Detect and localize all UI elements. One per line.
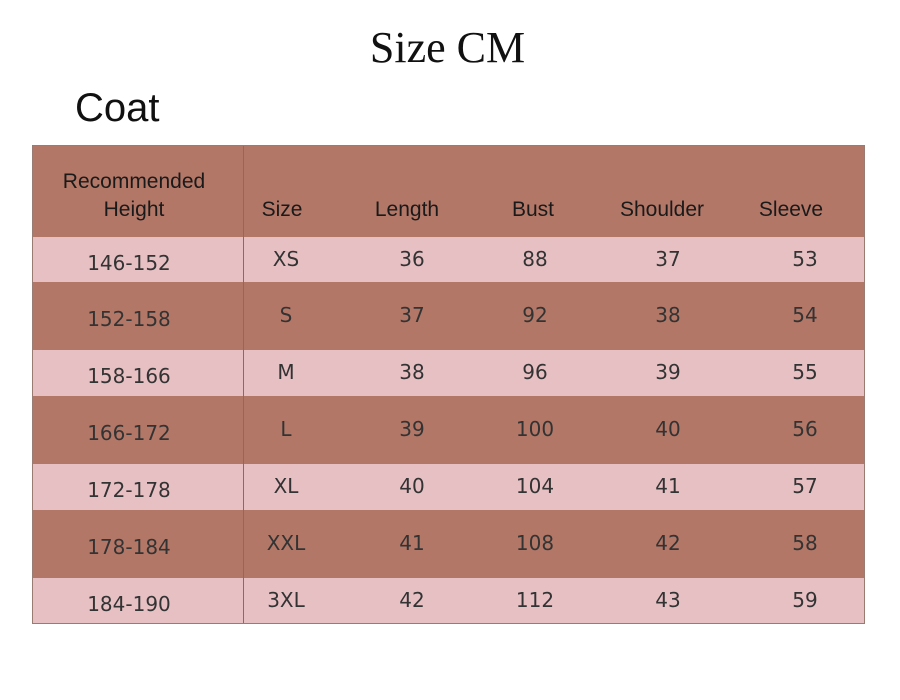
cell-size: XS [272,247,300,271]
cell-bust: 112 [515,588,555,612]
cell-sleeve: 59 [792,588,818,612]
column-divider [243,282,244,350]
column-divider [243,578,244,623]
cell-length: 36 [399,247,425,271]
table-row: 158-166 M 38 96 39 55 [33,350,864,396]
header-bust: Bust [511,198,555,221]
header-height-line2: Height [103,198,165,221]
header-shoulder: Shoulder [619,198,705,221]
cell-bust: 88 [522,247,548,271]
table-row: 146-152 XS 36 88 37 53 [33,237,864,282]
cell-bust: 104 [515,474,555,498]
cell-bust: 100 [515,417,555,441]
size-chart-table: Recommended Height Size Length Bust Shou… [32,145,865,624]
table-header-row: Recommended Height Size Length Bust Shou… [33,146,864,237]
table-row: 166-172 L 39 100 40 56 [33,396,864,464]
cell-length: 38 [399,360,425,384]
cell-height: 152-158 [87,307,171,331]
header-height-line1: Recommended [62,170,206,193]
cell-sleeve: 55 [792,360,818,384]
cell-length: 37 [399,303,425,327]
cell-sleeve: 53 [792,247,818,271]
cell-sleeve: 56 [792,417,818,441]
cell-height: 146-152 [87,251,171,275]
page-title: Size CM [369,23,526,72]
cell-length: 41 [399,531,425,555]
cell-size: S [279,303,293,327]
cell-shoulder: 41 [655,474,681,498]
cell-shoulder: 37 [655,247,681,271]
table-row: 172-178 XL 40 104 41 57 [33,464,864,510]
cell-shoulder: 39 [655,360,681,384]
cell-size: M [277,360,295,384]
header-recommended-height: Recommended Height [63,168,205,224]
cell-length: 42 [399,588,425,612]
cell-height: 172-178 [87,478,171,502]
column-divider [243,237,244,282]
cell-bust: 108 [515,531,555,555]
cell-length: 39 [399,417,425,441]
table-row: 184-190 3XL 42 112 43 59 [33,578,864,623]
cell-size: XXL [266,531,306,555]
cell-height: 178-184 [87,535,171,559]
cell-size: L [280,417,292,441]
cell-bust: 96 [522,360,548,384]
cell-shoulder: 40 [655,417,681,441]
header-length: Length [374,198,440,221]
cell-height: 158-166 [87,364,171,388]
header-size: Size [261,198,303,221]
cell-shoulder: 43 [655,588,681,612]
cell-bust: 92 [522,303,548,327]
cell-height: 184-190 [87,592,171,616]
cell-sleeve: 58 [792,531,818,555]
header-sleeve: Sleeve [758,198,824,221]
column-divider [243,510,244,578]
cell-height: 166-172 [87,421,171,445]
cell-sleeve: 54 [792,303,818,327]
cell-shoulder: 38 [655,303,681,327]
column-divider [243,350,244,396]
column-divider [243,464,244,510]
cell-size: XL [273,474,299,498]
section-title: Coat [75,86,160,130]
cell-shoulder: 42 [655,531,681,555]
cell-size: 3XL [267,588,305,612]
column-divider [243,396,244,464]
cell-length: 40 [399,474,425,498]
table-row: 178-184 XXL 41 108 42 58 [33,510,864,578]
cell-sleeve: 57 [792,474,818,498]
column-divider [243,146,244,237]
table-row: 152-158 S 37 92 38 54 [33,282,864,350]
